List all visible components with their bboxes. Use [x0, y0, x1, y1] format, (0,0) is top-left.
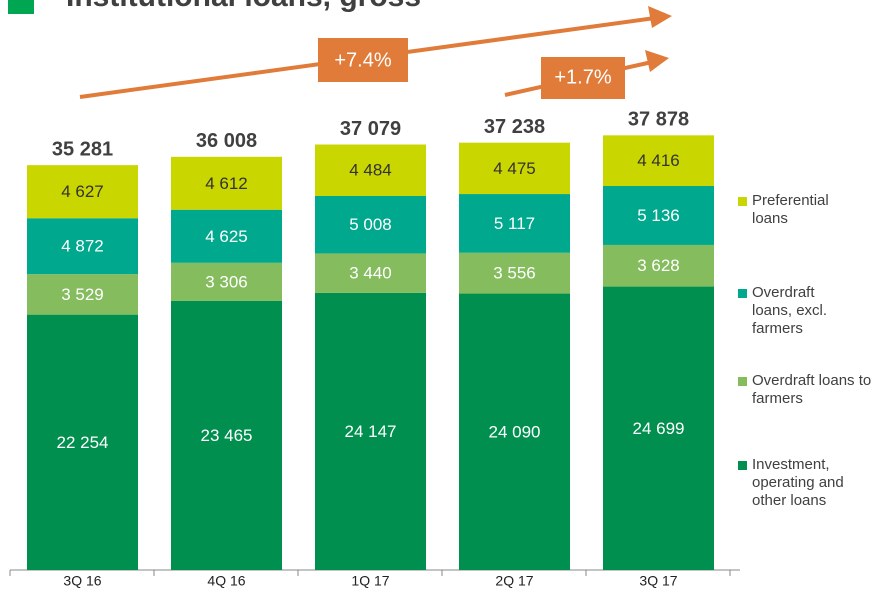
- bar-segment: [27, 314, 138, 570]
- value-label: 4 416: [637, 151, 680, 170]
- arrow-head: [645, 50, 669, 72]
- x-tick-label: 4Q 16: [207, 573, 245, 589]
- bar-segment: [603, 286, 714, 570]
- value-label: 4 612: [205, 174, 248, 193]
- value-label: 4 625: [205, 227, 248, 246]
- value-label: 24 147: [345, 422, 397, 441]
- bar-segment: [171, 300, 282, 570]
- value-label: 24 699: [633, 419, 685, 438]
- legend-label: Overdraft loans to farmers: [752, 372, 872, 407]
- value-label: 3 306: [205, 272, 248, 291]
- x-tick-label: 2Q 17: [495, 573, 533, 589]
- total-label: 36 008: [196, 130, 257, 152]
- bar-segment: [315, 195, 426, 254]
- legend-label: Preferential loans: [752, 192, 829, 227]
- legend-entry: Investment, operating and other loans: [738, 456, 877, 510]
- bar-segment: [603, 135, 714, 187]
- x-tick-label: 3Q 17: [639, 573, 677, 589]
- legend-entry: Overdraft loans to farmers: [738, 372, 881, 408]
- bar-segment: [315, 292, 426, 570]
- value-label: 4 475: [493, 159, 536, 178]
- arrow-head: [648, 6, 672, 28]
- total-label: 35 281: [52, 138, 113, 160]
- bar-segment: [27, 165, 138, 219]
- chart-title: Institutional loans, gross: [66, 0, 421, 13]
- bar-segment: [459, 142, 570, 195]
- annotation: +7.4%: [334, 49, 391, 71]
- value-label: 5 008: [349, 215, 392, 234]
- legend-swatch: [738, 289, 747, 298]
- total-label: 37 079: [340, 118, 401, 140]
- annotation-box: [318, 38, 408, 82]
- value-label: 24 090: [489, 422, 541, 441]
- x-tick-label: 1Q 17: [351, 573, 389, 589]
- bar-segment: [171, 156, 282, 210]
- legend-label: Investment, operating and other loans: [752, 456, 844, 509]
- bar-segment: [603, 186, 714, 245]
- value-label: 23 465: [201, 426, 253, 445]
- bar-segment: [171, 262, 282, 301]
- legend-swatch: [738, 197, 747, 206]
- value-label: 3 628: [637, 256, 680, 275]
- bar-segment: [171, 209, 282, 263]
- value-label: 5 117: [494, 214, 535, 233]
- legend-swatch: [738, 461, 747, 470]
- legend-entry: Preferential loans: [738, 192, 852, 228]
- value-label: 4 627: [61, 182, 104, 201]
- bar-segment: [27, 218, 138, 275]
- bar-segment: [459, 194, 570, 253]
- bar-segment: [459, 293, 570, 570]
- bar-segment: [315, 253, 426, 293]
- bar-segment: [27, 274, 138, 315]
- value-label: 3 556: [493, 264, 536, 283]
- value-label: 4 872: [61, 237, 104, 256]
- title-icon: [8, 0, 34, 14]
- value-label: 22 254: [57, 433, 109, 452]
- x-tick-label: 3Q 16: [63, 573, 101, 589]
- value-label: 3 440: [349, 264, 392, 283]
- value-label: 3 529: [61, 285, 104, 304]
- total-label: 37 878: [628, 109, 689, 131]
- legend-label: Overdraft loans, excl. farmers: [752, 284, 828, 337]
- bar-segment: [603, 244, 714, 287]
- legend-entry: Overdraft loans, excl. farmers: [738, 284, 852, 338]
- value-label: 4 484: [349, 161, 392, 180]
- value-label: 5 136: [637, 206, 680, 225]
- legend-swatch: [738, 377, 747, 386]
- bar-segment: [315, 144, 426, 196]
- total-label: 37 238: [484, 116, 545, 138]
- annotation: +1.7%: [554, 66, 611, 88]
- annotation-box: [541, 57, 625, 99]
- bar-segment: [459, 252, 570, 294]
